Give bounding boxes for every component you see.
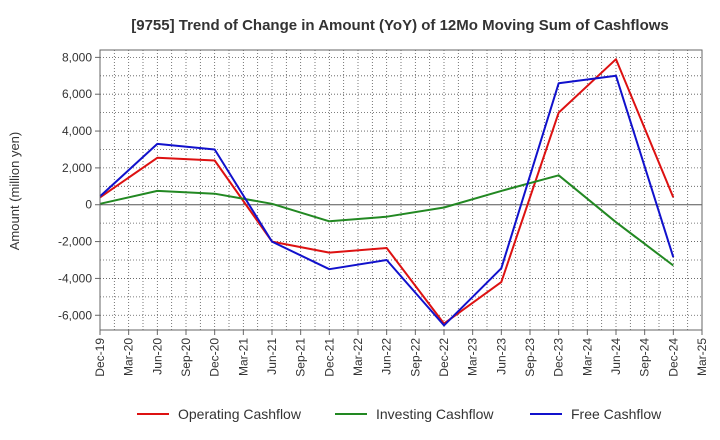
x-tick-label: Jun-24: [609, 338, 623, 375]
series-line-free-cashflow: [99, 74, 675, 327]
x-tick-label: Dec-21: [322, 338, 336, 377]
y-tick-label: -2,000: [58, 235, 92, 249]
y-tick-label: 0: [85, 198, 92, 212]
x-tick-label: Dec-23: [552, 338, 566, 377]
plot-frame: [99, 49, 703, 331]
series-line-investing-cashflow: [99, 174, 674, 267]
x-tick-label: Mar-20: [122, 338, 136, 376]
x-tick-label: Jun-23: [494, 338, 508, 375]
x-tick-label: Mar-21: [236, 338, 250, 376]
y-tick-label: -6,000: [58, 308, 92, 322]
x-tick-label: Jun-22: [380, 338, 394, 375]
x-tick-label: Mar-24: [580, 338, 594, 376]
x-tick-label: Mar-23: [466, 338, 480, 376]
y-tick-label: 2,000: [62, 161, 92, 175]
y-tick-label: -4,000: [58, 271, 92, 285]
series-lines: [99, 58, 675, 327]
x-tick-label: Sep-20: [179, 338, 193, 377]
series-line-operating-cashflow: [99, 58, 675, 325]
x-tick-label: Jun-20: [150, 338, 164, 375]
x-tick-label: Sep-23: [523, 338, 537, 377]
x-tick-label: Mar-22: [351, 338, 365, 376]
x-tick-label: Sep-24: [638, 338, 652, 377]
x-tick-label: Dec-20: [208, 338, 222, 377]
x-tick-label: Dec-22: [437, 338, 451, 377]
chart-title: [9755] Trend of Change in Amount (YoY) o…: [131, 17, 669, 34]
legend-label-free-cashflow: Free Cashflow: [571, 406, 662, 422]
y-tick-label: 4,000: [62, 124, 92, 138]
y-axis-ticks: 8,000 6,000 4,000 2,000 0 -2,000 -4,000 -6,000: [58, 50, 100, 322]
legend: Operating Cashflow Investing Cashflow Free…: [137, 406, 662, 422]
x-tick-label: Dec-24: [666, 338, 680, 377]
x-axis-ticks: Dec-19 Mar-20 Jun-20 Sep-20 Dec-20 Mar-21 Jun-…: [93, 330, 709, 377]
x-tick-label: Sep-21: [294, 338, 308, 377]
y-tick-label: 6,000: [62, 87, 92, 101]
x-tick-label: Sep-22: [408, 338, 422, 377]
x-tick-label: Mar-25: [695, 338, 709, 376]
legend-label-operating-cashflow: Operating Cashflow: [178, 406, 302, 422]
grid-lines: [99, 50, 703, 330]
x-tick-label: Dec-19: [93, 338, 107, 377]
y-tick-label: 8,000: [62, 50, 92, 64]
legend-label-investing-cashflow: Investing Cashflow: [376, 406, 494, 422]
y-axis-label: Amount (million yen): [7, 132, 22, 251]
x-tick-label: Jun-21: [265, 338, 279, 375]
